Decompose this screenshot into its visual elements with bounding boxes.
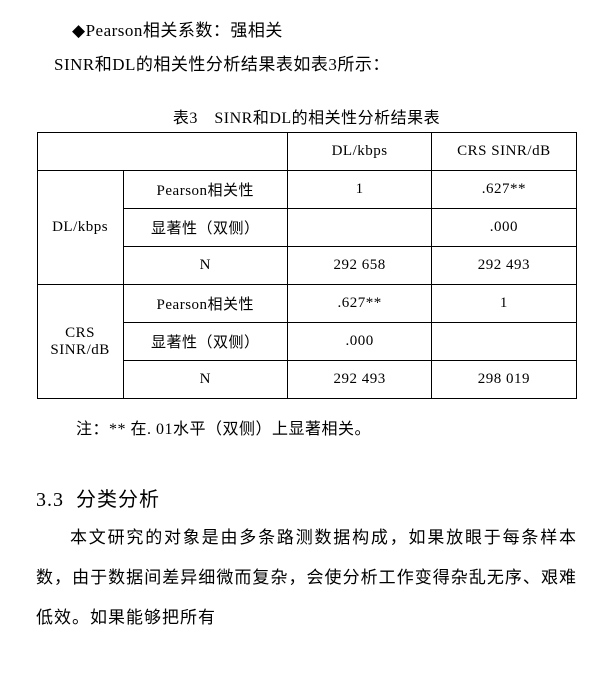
cell (432, 323, 576, 361)
group-label-sinr: CRS SINR/dB (37, 285, 123, 399)
footnote-prefix: 注： (76, 421, 109, 438)
bullet-text: Pearson相关系数：强相关 (86, 21, 283, 40)
correlation-table: DL/kbps CRS SINR/dB DL/kbps Pearson相关性 1… (37, 132, 577, 399)
intro-line: SINR和DL的相关性分析结果表如表3所示： (54, 48, 577, 82)
cell: .627** (287, 285, 431, 323)
table-caption: 表3 SINR和DL的相关性分析结果表 (36, 104, 577, 128)
table-footnote: 注：** 在. 01水平（双侧）上显著相关。 (76, 415, 577, 439)
table-row: CRS SINR/dB Pearson相关性 .627** 1 (37, 285, 576, 323)
cell: 1 (287, 171, 431, 209)
row-label: Pearson相关性 (123, 285, 287, 323)
row-label: N (123, 361, 287, 399)
caption-label: 表3 (173, 110, 198, 127)
section-paragraph: 本文研究的对象是由多条路测数据构成，如果放眼于每条样本数，由于数据间差异细微而复… (36, 518, 577, 638)
page-container: ◆Pearson相关系数：强相关 SINR和DL的相关性分析结果表如表3所示： … (0, 0, 613, 658)
cell: .000 (287, 323, 431, 361)
group-label-sinr-l1: CRS (65, 325, 95, 341)
cell: .000 (432, 209, 576, 247)
section-heading: 3.3 分类分析 (36, 483, 577, 512)
cell: 292 493 (287, 361, 431, 399)
cell: 298 019 (432, 361, 576, 399)
caption-text: SINR和DL的相关性分析结果表 (214, 110, 440, 127)
bullet-line: ◆Pearson相关系数：强相关 (72, 14, 577, 48)
header-blank (37, 133, 287, 171)
group-label-dl: DL/kbps (37, 171, 123, 285)
footnote-text: ** 在. 01水平（双侧）上显著相关。 (109, 421, 371, 438)
cell: .627** (432, 171, 576, 209)
row-label: 显著性（双侧） (123, 209, 287, 247)
cell: 1 (432, 285, 576, 323)
table-row: DL/kbps Pearson相关性 1 .627** (37, 171, 576, 209)
row-label: 显著性（双侧） (123, 323, 287, 361)
col-header-sinr: CRS SINR/dB (432, 133, 576, 171)
col-header-dl: DL/kbps (287, 133, 431, 171)
cell (287, 209, 431, 247)
bullet-marker: ◆ (72, 21, 86, 40)
cell: 292 493 (432, 247, 576, 285)
cell: 292 658 (287, 247, 431, 285)
row-label: Pearson相关性 (123, 171, 287, 209)
table-header-row: DL/kbps CRS SINR/dB (37, 133, 576, 171)
section-title: 分类分析 (76, 489, 160, 511)
group-label-sinr-l2: SINR/dB (50, 342, 109, 358)
section-number: 3.3 (36, 489, 64, 511)
row-label: N (123, 247, 287, 285)
